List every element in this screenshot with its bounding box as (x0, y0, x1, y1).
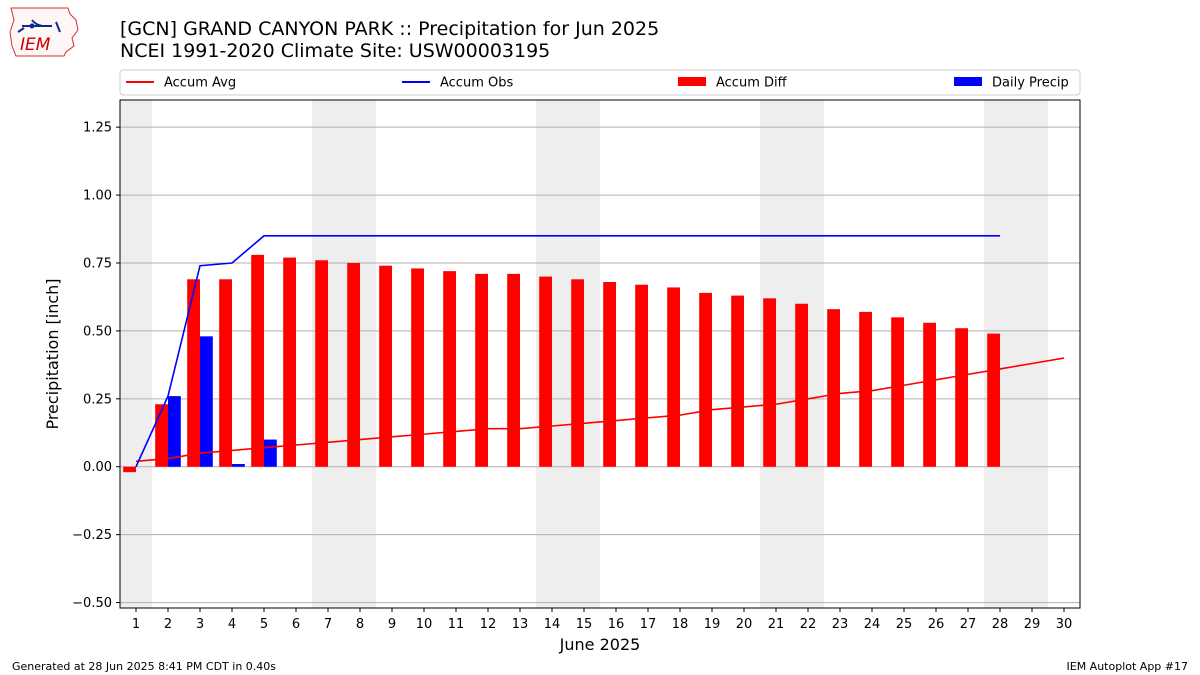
x-tick-label: 19 (704, 617, 721, 632)
x-tick-label: 30 (1056, 617, 1073, 632)
x-tick-label: 27 (960, 617, 977, 632)
chart-title: [GCN] GRAND CANYON PARK :: Precipitation… (120, 18, 660, 40)
y-tick-label: 0.25 (83, 392, 112, 407)
chart-subtitle: NCEI 1991-2020 Climate Site: USW00003195 (120, 40, 551, 62)
x-tick-label: 26 (928, 617, 945, 632)
accum-diff-bar-day-26 (923, 322, 936, 467)
daily-precip-bar-day-4 (232, 464, 245, 467)
daily-precip-bar-day-2 (168, 396, 181, 467)
weekend-shading (120, 100, 1048, 608)
y-tick-label: 0.00 (83, 460, 112, 475)
y-ticks: −0.50 −0.25 0.00 0.25 0.50 0.75 1.00 1.25 (72, 121, 120, 611)
x-tick-label: 6 (292, 617, 300, 632)
weekend-band-0 (120, 100, 152, 608)
y-tick-label: −0.50 (72, 596, 112, 611)
x-tick-label: 23 (832, 617, 849, 632)
accum-diff-bar-day-15 (571, 279, 584, 467)
legend-label-accum-avg: Accum Avg (164, 76, 236, 91)
accum-diff-bar-day-25 (891, 317, 904, 467)
x-tick-label: 1 (132, 617, 140, 632)
accum-diff-bar-day-27 (955, 328, 968, 467)
x-axis-label: June 2025 (559, 635, 641, 654)
lines (135, 235, 1065, 468)
legend: Accum Avg Accum Obs Accum Diff Daily Precip (119, 69, 1081, 96)
accum-diff-bar-day-20 (731, 295, 744, 467)
generated-timestamp: Generated at 28 Jun 2025 8:41 PM CDT in … (12, 660, 277, 673)
x-tick-label: 22 (800, 617, 817, 632)
legend-box (119, 69, 1081, 96)
x-tick-label: 7 (324, 617, 332, 632)
x-tick-label: 13 (512, 617, 529, 632)
accum-diff-bar-day-16 (603, 282, 616, 467)
y-tick-label: 0.75 (83, 256, 112, 271)
x-tick-label: 18 (672, 617, 689, 632)
x-tick-label: 17 (640, 617, 657, 632)
legend-swatch-accum-diff (678, 77, 706, 86)
iem-logo: IEM (8, 6, 82, 62)
x-tick-label: 28 (992, 617, 1009, 632)
accum-diff-bar-day-10 (411, 268, 424, 467)
legend-label-daily-precip: Daily Precip (992, 76, 1069, 91)
accum-diff-bar-day-6 (283, 257, 296, 467)
accum-diff-bar-day-7 (315, 260, 328, 467)
accum-diff-bar-day-14 (539, 276, 552, 467)
x-tick-label: 10 (416, 617, 433, 632)
y-tick-label: −0.25 (72, 528, 112, 543)
x-tick-label: 21 (768, 617, 785, 632)
accum-diff-bar-day-11 (443, 271, 456, 467)
accum-diff-bar-day-23 (827, 309, 840, 467)
accum-diff-bar-day-17 (635, 284, 648, 467)
accum-diff-bar-day-28 (987, 333, 1000, 467)
accum-diff-bar-day-13 (507, 273, 520, 467)
bars (123, 254, 1000, 473)
x-tick-label: 24 (864, 617, 881, 632)
accum-diff-bar-day-22 (795, 303, 808, 467)
daily-precip-bar-day-5 (264, 439, 277, 467)
accum-diff-bar-day-12 (475, 273, 488, 467)
legend-label-accum-obs: Accum Obs (440, 76, 513, 91)
accum-diff-bar-day-21 (763, 298, 776, 467)
accum-diff-bar-day-1 (123, 466, 136, 473)
y-tick-label: 1.00 (83, 189, 112, 204)
x-tick-label: 3 (196, 617, 204, 632)
app-credit: IEM Autoplot App #17 (1066, 660, 1189, 673)
x-tick-label: 9 (388, 617, 396, 632)
accum-diff-bar-day-19 (699, 292, 712, 467)
x-tick-label: 12 (480, 617, 497, 632)
grid-lines (120, 126, 1080, 604)
accum-diff-bar-day-4 (219, 279, 232, 467)
x-tick-label: 2 (164, 617, 172, 632)
y-tick-label: 0.50 (83, 324, 112, 339)
x-tick-label: 16 (608, 617, 625, 632)
y-tick-label: 1.25 (83, 121, 112, 136)
x-tick-label: 15 (576, 617, 593, 632)
legend-label-accum-diff: Accum Diff (716, 76, 788, 91)
x-tick-label: 8 (356, 617, 364, 632)
legend-swatch-daily-precip (954, 77, 982, 86)
daily-precip-bar-day-3 (200, 336, 213, 467)
x-tick-label: 11 (448, 617, 465, 632)
x-tick-label: 14 (544, 617, 561, 632)
x-ticks: 1 2 3 4 5 6 7 8 9 10 11 12 13 14 15 16 17 18 19 20 21 22 23 24 2… (132, 608, 1072, 632)
plot-frame (119, 99, 1081, 609)
accum-diff-bar-day-3 (187, 279, 200, 467)
accum-diff-bar-day-9 (379, 265, 392, 467)
x-tick-label: 25 (896, 617, 913, 632)
accum-diff-bar-day-8 (347, 262, 360, 467)
logo-text: IEM (20, 35, 51, 55)
x-tick-label: 4 (228, 617, 236, 632)
accum-avg-line (135, 357, 1065, 463)
x-tick-label: 29 (1024, 617, 1041, 632)
y-axis-label: Precipitation [inch] (43, 278, 62, 429)
accum-diff-bar-day-18 (667, 287, 680, 467)
x-tick-label: 20 (736, 617, 753, 632)
accum-diff-bar-day-2 (155, 404, 168, 467)
x-tick-label: 5 (260, 617, 268, 632)
accum-diff-bar-day-24 (859, 311, 872, 467)
accum-diff-bar-day-5 (251, 254, 264, 467)
accum-obs-line (135, 235, 1000, 468)
